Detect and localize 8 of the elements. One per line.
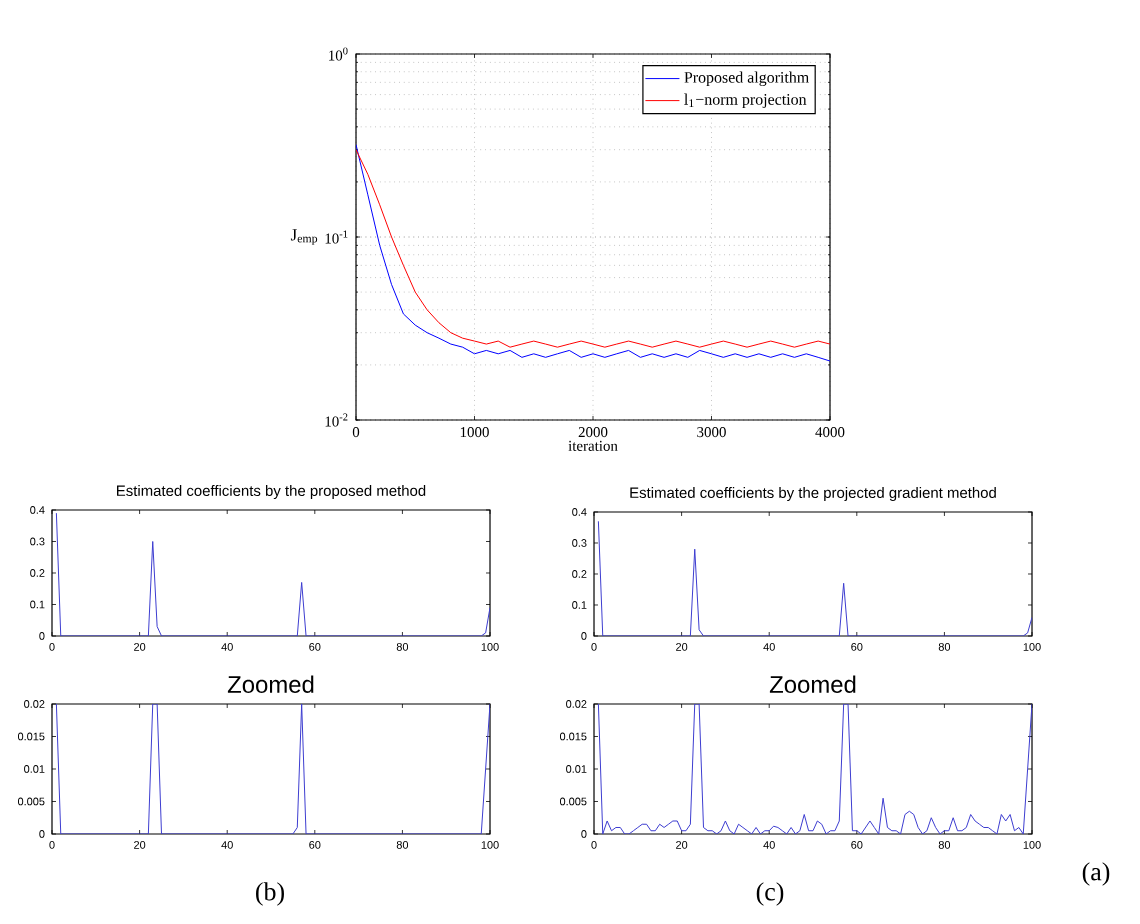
text: (c)	[756, 882, 784, 906]
y-axis-title: J$_{emp}$	[290, 229, 318, 245]
line-series	[55, 512, 491, 636]
text: (b)	[256, 882, 284, 906]
chart-title: Zoomed	[769, 675, 856, 693]
text: (a)	[1082, 862, 1110, 886]
line-series	[597, 520, 1033, 636]
chart-title: Zoomed	[227, 675, 314, 693]
